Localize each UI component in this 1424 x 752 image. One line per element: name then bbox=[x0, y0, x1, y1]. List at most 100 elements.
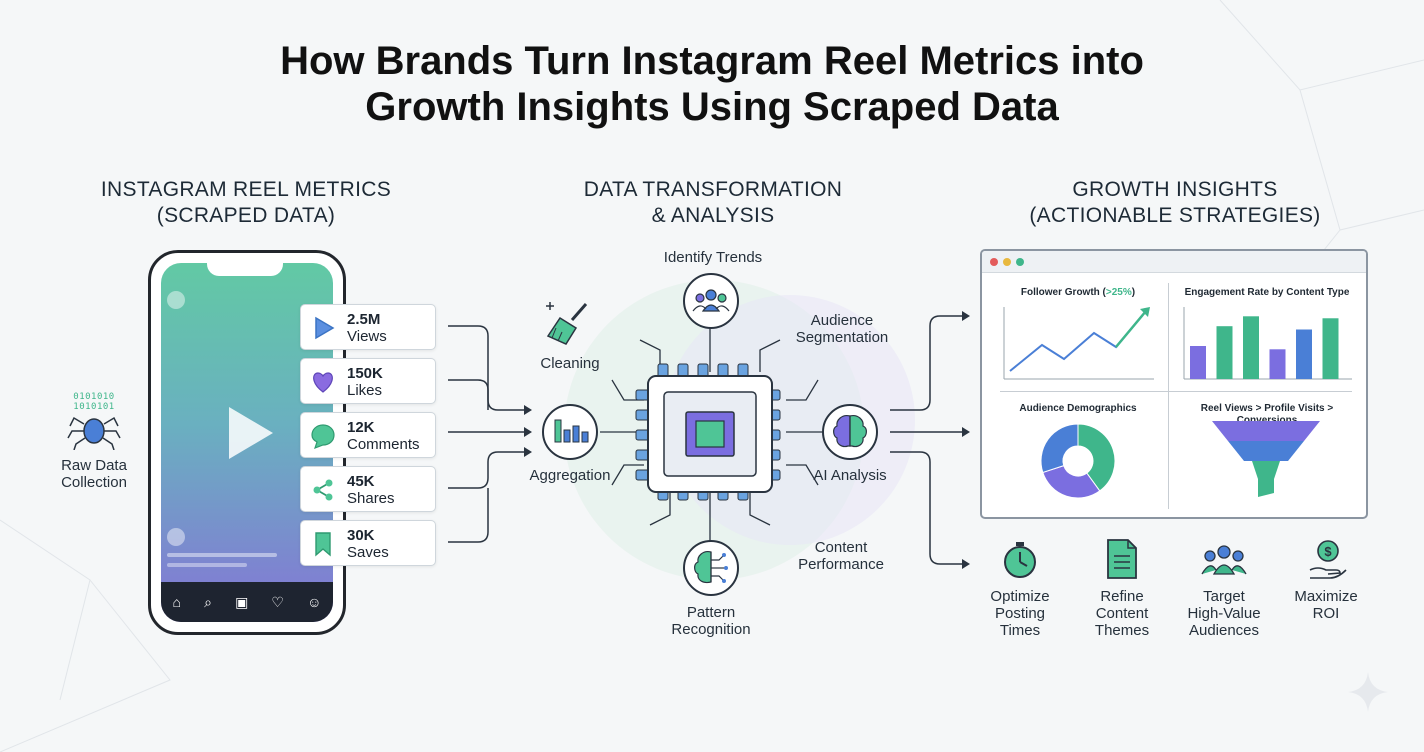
raw-data-label: Raw Data Collection bbox=[61, 457, 127, 491]
window-titlebar bbox=[982, 251, 1366, 273]
caption-line bbox=[167, 553, 277, 557]
play-icon bbox=[315, 316, 335, 340]
money-hand-icon: $ bbox=[1309, 540, 1347, 579]
phone-notch bbox=[207, 260, 283, 276]
bookmark-icon bbox=[315, 532, 331, 557]
content-performance-label: Content Performance bbox=[798, 539, 884, 573]
insight-label-posting-times: Optimize Posting Times bbox=[990, 588, 1050, 639]
conversion-funnel-chart bbox=[1212, 421, 1320, 497]
comment-icon bbox=[311, 424, 335, 450]
svg-text:$: $ bbox=[1324, 544, 1332, 559]
metric-name: Shares bbox=[347, 490, 395, 507]
engagement-bar bbox=[1190, 346, 1206, 379]
donut-slice bbox=[1077, 423, 1116, 492]
brain-icon bbox=[833, 415, 867, 448]
ai-analysis-node bbox=[822, 404, 878, 460]
processor-chip-icon bbox=[600, 320, 830, 545]
arrow-head bbox=[524, 427, 532, 437]
title-line-1: How Brands Turn Instagram Reel Metrics i… bbox=[280, 39, 1144, 83]
metric-name: Comments bbox=[347, 436, 420, 453]
share-icon bbox=[313, 479, 333, 501]
metric-value: 150K bbox=[347, 365, 383, 382]
brain-circuit-icon bbox=[694, 551, 728, 584]
home-icon[interactable]: ⌂ bbox=[172, 594, 182, 610]
connector-line bbox=[448, 379, 489, 410]
creator-avatar bbox=[167, 528, 185, 546]
ai-analysis-label: AI Analysis bbox=[813, 467, 887, 484]
funnel-title: Reel Views > Profile Visits > Conversion… bbox=[1200, 403, 1334, 426]
profile-icon[interactable]: ☺ bbox=[307, 594, 322, 610]
heart-icon bbox=[313, 372, 333, 393]
insight-label-content-themes: Refine Content Themes bbox=[1094, 588, 1150, 639]
pattern-recognition-node bbox=[683, 540, 739, 596]
funnel-stage bbox=[1228, 441, 1304, 461]
reels-icon[interactable]: ▣ bbox=[235, 593, 249, 610]
pattern-recognition-label: Pattern Recognition bbox=[671, 604, 751, 638]
metric-name: Likes bbox=[347, 382, 383, 399]
binary-row-2: 1010101 bbox=[73, 402, 115, 412]
connector-line bbox=[890, 315, 962, 411]
people-group-icon bbox=[692, 289, 730, 312]
insight-label-roi: Maximize ROI bbox=[1294, 588, 1358, 622]
connector-line bbox=[890, 451, 962, 565]
insight-label-audiences: Target High-Value Audiences bbox=[1187, 588, 1261, 639]
metric-card-likes: 150K Likes bbox=[300, 358, 436, 404]
growth-line bbox=[1009, 310, 1147, 372]
metric-value: 2.5M bbox=[347, 311, 381, 328]
heart-icon[interactable]: ♡ bbox=[271, 593, 284, 610]
connector-line bbox=[448, 325, 524, 411]
engagement-title: Engagement Rate by Content Type bbox=[1184, 287, 1350, 298]
metric-card-views: 2.5M Views bbox=[300, 304, 436, 350]
caption-line bbox=[167, 563, 247, 567]
arrow-head bbox=[524, 405, 532, 415]
funnel-stage bbox=[1212, 421, 1320, 441]
section-heading-metrics: INSTAGRAM REEL METRICS (SCRAPED DATA) bbox=[100, 178, 392, 227]
engagement-bar bbox=[1269, 349, 1286, 379]
play-button-icon[interactable] bbox=[221, 403, 281, 463]
metric-card-comments: 12K Comments bbox=[300, 412, 436, 458]
arrow-head bbox=[524, 447, 532, 457]
donut-slice bbox=[1042, 465, 1101, 499]
arrow-head bbox=[962, 559, 970, 569]
insights-dashboard: Follower Growth (>25%) Engagement Rate b… bbox=[980, 249, 1368, 519]
metric-card-shares: 45K Shares bbox=[300, 466, 436, 512]
bar-chart-icon bbox=[554, 419, 589, 443]
audience-segmentation-label: Audience Segmentation bbox=[795, 312, 889, 346]
engagement-bar bbox=[1322, 318, 1339, 379]
connector-line bbox=[448, 488, 489, 543]
growth-trend-line bbox=[1115, 310, 1147, 348]
metric-name: Views bbox=[347, 328, 387, 345]
growth-arrow-head bbox=[1140, 307, 1150, 317]
broom-icon bbox=[546, 302, 588, 345]
section-heading-transformation: DATA TRANSFORMATION & ANALYSIS bbox=[583, 178, 843, 227]
follower-growth-chart bbox=[1003, 307, 1154, 380]
connector-line bbox=[448, 451, 524, 489]
cleaning-label: Cleaning bbox=[540, 355, 600, 372]
donut-slice bbox=[1040, 423, 1079, 474]
sparkle-icon bbox=[1348, 672, 1388, 712]
aggregation-node bbox=[542, 404, 598, 460]
panel-divider bbox=[1000, 391, 1352, 392]
title-line-2: Growth Insights Using Scraped Data bbox=[365, 85, 1059, 129]
raw-data-collection: 0101010 1010101 bbox=[60, 392, 128, 450]
arrow-head bbox=[962, 427, 970, 437]
metric-value: 12K bbox=[347, 419, 375, 436]
stopwatch-icon bbox=[1004, 542, 1036, 578]
identify-trends-node bbox=[683, 273, 739, 329]
demographics-title: Audience Demographics bbox=[1019, 403, 1137, 414]
metric-value: 45K bbox=[347, 473, 375, 490]
spider-bot-icon bbox=[67, 416, 121, 450]
search-icon[interactable]: ⌕ bbox=[204, 593, 212, 610]
engagement-bar-chart bbox=[1183, 307, 1352, 380]
document-icon bbox=[1107, 539, 1137, 579]
aggregation-label: Aggregation bbox=[529, 467, 611, 484]
minimize-dot-icon bbox=[1003, 258, 1011, 266]
metric-card-saves: 30K Saves bbox=[300, 520, 436, 566]
identify-trends-label: Identify Trends bbox=[663, 249, 763, 266]
maximize-dot-icon bbox=[1016, 258, 1024, 266]
follower-growth-title: Follower Growth (>25%) bbox=[1020, 287, 1136, 298]
engagement-bar bbox=[1296, 329, 1312, 379]
close-dot-icon bbox=[990, 258, 998, 266]
phone-nav-bar: ⌂ ⌕ ▣ ♡ ☺ bbox=[161, 582, 333, 622]
